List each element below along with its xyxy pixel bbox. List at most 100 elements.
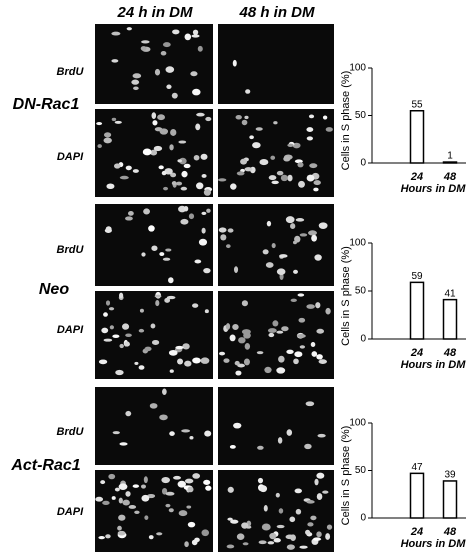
nucleus bbox=[144, 346, 152, 352]
nucleus bbox=[273, 538, 281, 543]
nucleus bbox=[182, 343, 190, 350]
nucleus bbox=[200, 153, 208, 160]
nucleus bbox=[103, 312, 108, 317]
nucleus bbox=[118, 292, 124, 299]
nucleus bbox=[257, 477, 264, 484]
nucleus bbox=[205, 116, 212, 122]
nucleus bbox=[258, 540, 267, 545]
nucleus bbox=[271, 180, 279, 185]
nucleus bbox=[233, 422, 242, 429]
nucleus bbox=[164, 168, 173, 175]
nucleus bbox=[289, 516, 296, 523]
nucleus bbox=[203, 189, 211, 196]
nucleus bbox=[290, 223, 296, 230]
group-label: Act-Rac1 bbox=[10, 457, 80, 474]
nucleus bbox=[281, 326, 289, 332]
nucleus bbox=[322, 490, 329, 494]
nucleus bbox=[241, 522, 249, 529]
nucleus bbox=[322, 115, 328, 120]
x-axis-label: Hours in DM bbox=[401, 359, 467, 371]
nucleus bbox=[232, 59, 237, 67]
nucleus bbox=[171, 92, 178, 99]
nucleus bbox=[180, 186, 188, 191]
data-label: 39 bbox=[444, 470, 456, 481]
nucleus bbox=[119, 442, 128, 446]
nucleus bbox=[309, 163, 318, 169]
nucleus bbox=[306, 174, 315, 182]
bar bbox=[409, 110, 425, 164]
nucleus bbox=[162, 388, 167, 396]
nucleus bbox=[163, 186, 169, 191]
nucleus bbox=[316, 354, 323, 360]
nucleus bbox=[293, 269, 298, 274]
nucleus bbox=[142, 148, 152, 156]
nucleus bbox=[103, 338, 113, 342]
nucleus bbox=[173, 475, 181, 480]
nucleus bbox=[316, 328, 325, 334]
nucleus bbox=[166, 84, 172, 90]
nucleus bbox=[318, 359, 327, 364]
nucleus bbox=[296, 333, 306, 338]
y-tick-label: 100 bbox=[349, 63, 366, 74]
nucleus bbox=[150, 149, 158, 156]
stain-label: BrdU bbox=[57, 426, 85, 438]
nucleus bbox=[220, 234, 227, 241]
y-axis-label: Cells in S phase (%) bbox=[340, 426, 352, 526]
nucleus bbox=[230, 519, 239, 524]
stain-label: BrdU bbox=[57, 244, 85, 256]
nucleus bbox=[204, 430, 212, 437]
nucleus bbox=[156, 532, 163, 536]
y-tick-label: 50 bbox=[355, 286, 367, 297]
nucleus bbox=[164, 297, 171, 303]
nucleus bbox=[307, 522, 314, 527]
nucleus bbox=[313, 187, 319, 192]
nucleus bbox=[138, 328, 145, 333]
group-label: Neo bbox=[39, 281, 69, 298]
nucleus bbox=[310, 515, 317, 521]
nucleus bbox=[103, 137, 112, 144]
nucleus bbox=[294, 488, 302, 494]
nucleus bbox=[159, 252, 165, 257]
nucleus bbox=[292, 240, 297, 245]
nucleus bbox=[192, 473, 201, 479]
nucleus bbox=[252, 142, 261, 149]
nucleus bbox=[192, 357, 201, 364]
nucleus bbox=[298, 180, 305, 188]
nucleus bbox=[295, 218, 305, 222]
nucleus bbox=[283, 156, 291, 162]
stain-label: DAPI bbox=[57, 506, 84, 518]
nucleus bbox=[125, 333, 132, 337]
nucleus bbox=[122, 323, 130, 330]
nucleus bbox=[177, 159, 182, 163]
nucleus bbox=[191, 34, 200, 38]
nucleus bbox=[134, 510, 140, 514]
bar bbox=[442, 298, 458, 340]
stain-label: DAPI bbox=[57, 151, 84, 163]
column-header: 48 h in DM bbox=[238, 4, 315, 21]
nucleus bbox=[162, 257, 171, 261]
nucleus bbox=[169, 431, 175, 436]
nucleus bbox=[113, 163, 121, 169]
nucleus bbox=[259, 485, 268, 493]
nucleus bbox=[147, 493, 156, 499]
nucleus bbox=[165, 503, 171, 508]
nucleus bbox=[153, 145, 163, 152]
nucleus bbox=[318, 222, 328, 230]
nucleus bbox=[184, 541, 189, 548]
nucleus bbox=[261, 523, 271, 531]
nucleus bbox=[203, 267, 211, 274]
nucleus bbox=[306, 500, 315, 504]
nucleus bbox=[169, 144, 174, 151]
nucleus bbox=[190, 71, 198, 77]
nucleus bbox=[105, 534, 111, 539]
nucleus bbox=[151, 245, 158, 251]
micrograph bbox=[95, 470, 213, 552]
nucleus bbox=[176, 181, 183, 186]
micrograph bbox=[218, 204, 334, 286]
micrograph bbox=[95, 387, 213, 465]
nucleus bbox=[143, 208, 150, 215]
nucleus bbox=[154, 294, 162, 298]
nucleus bbox=[280, 174, 288, 182]
nucleus bbox=[103, 132, 112, 138]
nucleus bbox=[242, 542, 249, 546]
